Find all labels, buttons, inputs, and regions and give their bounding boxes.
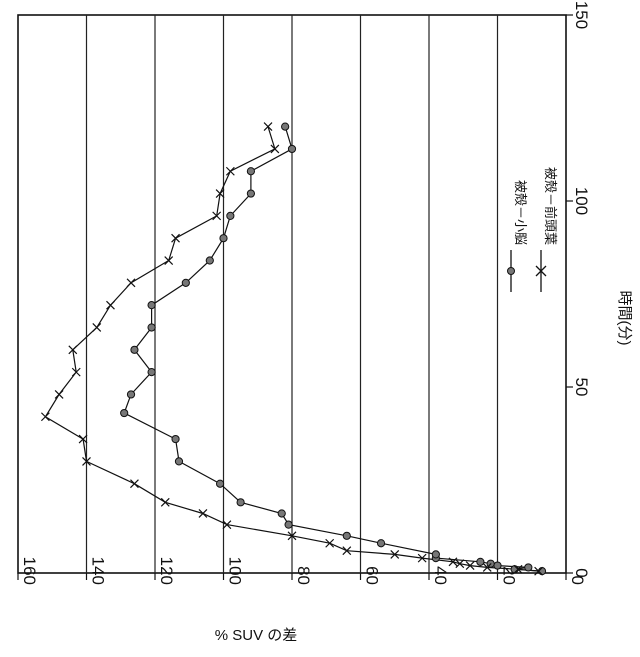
series-0-point-20 <box>148 324 155 331</box>
tick-marks <box>18 15 573 580</box>
series-0-point-0 <box>538 568 545 575</box>
series-1-point-18 <box>55 390 63 398</box>
series-0-point-21 <box>148 302 155 309</box>
series-0-point-18 <box>148 369 155 376</box>
series-1-point-14 <box>130 480 138 488</box>
y-tick-label-7: 140 <box>89 557 108 585</box>
series-0-point-12 <box>237 499 244 506</box>
y-tick-label-5: 100 <box>226 557 245 585</box>
series-0-point-17 <box>127 391 134 398</box>
series-0-point-7 <box>432 551 439 558</box>
series-0-point-29 <box>282 123 289 130</box>
series-0-point-5 <box>477 558 484 565</box>
grid <box>87 15 498 573</box>
series-0-point-13 <box>216 480 223 487</box>
legend-entry-0: 被殻－小脳 <box>508 180 529 292</box>
series-1-point-29 <box>271 145 279 153</box>
y-tick-label-6: 120 <box>157 557 176 585</box>
tick-labels: 020406080100120140160050100150 <box>20 1 591 585</box>
series-0-point-15 <box>172 435 179 442</box>
legend-label-0: 被殻－小脳 <box>513 180 528 245</box>
series-0-point-11 <box>278 510 285 517</box>
series-0-point-3 <box>494 562 501 569</box>
series-1-point-30 <box>264 123 272 131</box>
y-tick-label-2: 40 <box>431 566 450 585</box>
legend: 被殻－小脳 被殻－前頭葉 <box>508 167 559 292</box>
series-1-point-28 <box>226 167 234 175</box>
series-0-point-9 <box>343 532 350 539</box>
y-tick-label-8: 160 <box>20 557 39 585</box>
series-1-point-25 <box>172 234 180 242</box>
series-1-point-13 <box>161 498 169 506</box>
series-0-point-2 <box>525 564 532 571</box>
x-tick-label-2: 100 <box>572 187 591 215</box>
series-0-point-1 <box>511 566 518 573</box>
series-0-point-24 <box>220 235 227 242</box>
series-0-point-26 <box>247 190 254 197</box>
x-tick-label-1: 50 <box>572 378 591 397</box>
series-0-point-16 <box>121 409 128 416</box>
series-1-point-17 <box>41 413 49 421</box>
series-1-point-21 <box>93 323 101 331</box>
legend-label-1: 被殻－前頭葉 <box>543 167 558 245</box>
series-0-point-14 <box>175 458 182 465</box>
series-0-point-22 <box>182 279 189 286</box>
series-0-point-25 <box>227 212 234 219</box>
series-1-point-12 <box>199 509 207 517</box>
legend-entry-1: 被殻－前頭葉 <box>536 167 558 292</box>
x-tick-label-3: 150 <box>572 1 591 29</box>
series-1-point-22 <box>106 301 114 309</box>
series-0-point-19 <box>131 346 138 353</box>
series-markers <box>41 123 545 576</box>
legend-marker-0 <box>508 268 515 275</box>
series-0-point-28 <box>288 145 295 152</box>
y-tick-label-4: 80 <box>294 566 313 585</box>
series-0-point-27 <box>247 168 254 175</box>
series-1-point-24 <box>165 257 173 265</box>
series-line-0 <box>124 127 542 571</box>
series-0-point-10 <box>285 521 292 528</box>
y-axis-label: % SUV の差 <box>215 627 298 644</box>
x-axis-label: 時間(分) <box>616 291 633 346</box>
x-tick-label-0: 0 <box>572 568 591 577</box>
y-tick-label-3: 60 <box>363 566 382 585</box>
series-1-point-23 <box>127 279 135 287</box>
series-0-point-8 <box>377 540 384 547</box>
series-0-point-23 <box>206 257 213 264</box>
series-lines <box>45 127 542 571</box>
